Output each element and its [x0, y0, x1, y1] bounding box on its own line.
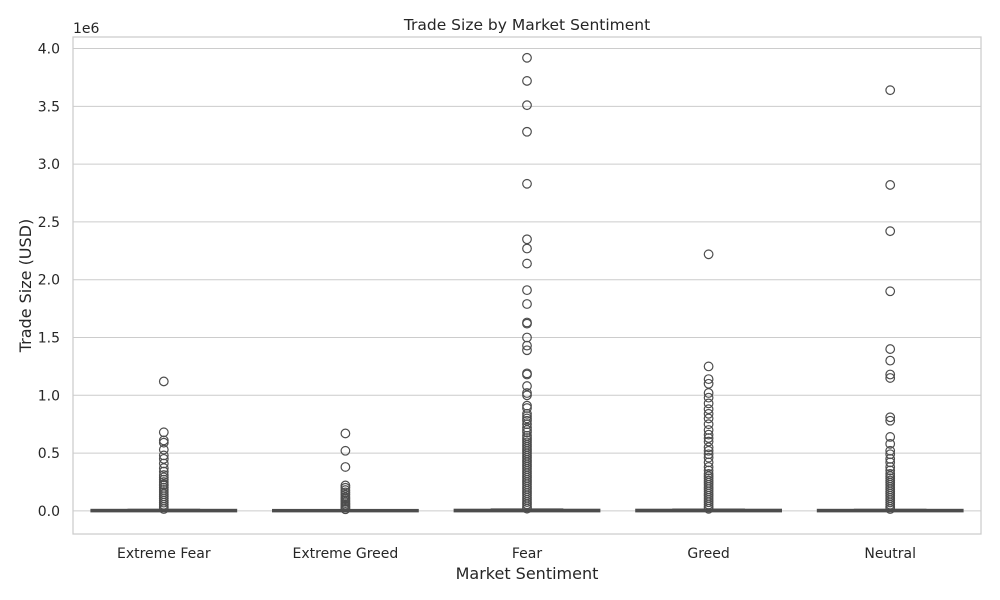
box-greed: [635, 249, 782, 514]
y-tick-label: 3.5: [38, 99, 60, 115]
box-series: [90, 52, 964, 515]
outlier-point: [703, 408, 714, 419]
outlier-point: [522, 285, 532, 296]
x-tick-label: Extreme Fear: [117, 546, 211, 562]
outlier-point: [522, 52, 532, 63]
outlier-point: [885, 373, 896, 383]
y-tick-label: 0.0: [38, 504, 60, 520]
outlier-point: [522, 126, 532, 137]
outlier-point: [522, 381, 532, 391]
outlier-point: [885, 415, 896, 426]
outlier-point: [885, 85, 896, 96]
outlier-point: [522, 258, 532, 269]
outlier-point: [703, 436, 714, 447]
outlier-point: [885, 438, 896, 449]
outlier-point: [158, 480, 169, 491]
outlier-point: [703, 462, 714, 472]
outlier-point: [703, 442, 714, 453]
y-tick-label: 1.5: [38, 331, 60, 347]
outlier-point: [703, 388, 714, 398]
outlier-point: [885, 412, 896, 423]
outlier-point: [158, 444, 169, 455]
outlier-point: [885, 344, 896, 354]
outlier-point: [522, 100, 532, 111]
outlier-point: [340, 489, 351, 500]
outlier-point: [158, 376, 169, 387]
outlier-point: [703, 361, 714, 372]
y-axis-ticks: 0.0 0.5 1.0 1.5 2.0 2.5 3.0 3.5 4.0: [38, 42, 60, 520]
y-axis-label: Trade Size (USD): [16, 219, 35, 354]
outlier-point: [703, 468, 714, 479]
y-axis-offset-label: 1e6: [73, 21, 100, 37]
box-extreme-fear: [90, 376, 238, 514]
box-neutral: [816, 85, 964, 514]
box-extreme-greed: [272, 428, 419, 515]
outlier-point: [885, 468, 896, 479]
y-tick-label: 1.0: [38, 388, 60, 404]
outlier-point: [885, 226, 896, 237]
outlier-point: [522, 178, 532, 189]
x-tick-label: Greed: [687, 546, 729, 562]
outlier-point: [522, 390, 532, 401]
x-tick-label: Fear: [512, 546, 542, 562]
outlier-point: [703, 433, 714, 443]
y-tick-label: 2.5: [38, 215, 60, 231]
outlier-point: [703, 413, 714, 424]
outlier-point: [522, 340, 532, 351]
outlier-point: [340, 428, 351, 439]
x-axis-ticks: Extreme Fear Extreme Greed Fear Greed Neutra…: [117, 546, 916, 562]
outlier-point: [703, 465, 714, 476]
outlier-point: [885, 355, 896, 366]
outlier-point: [522, 345, 532, 356]
outlier-point: [703, 392, 714, 403]
outlier-point: [522, 234, 532, 245]
outlier-point: [703, 249, 714, 260]
outlier-point: [703, 378, 714, 389]
outlier-point: [885, 286, 896, 297]
outlier-point: [522, 243, 532, 254]
outlier-point: [703, 452, 714, 463]
outlier-point: [885, 462, 896, 472]
outlier-point: [885, 432, 896, 442]
outlier-point: [158, 427, 169, 438]
outlier-point: [703, 429, 714, 440]
outlier-point: [522, 415, 532, 426]
plot-area-frame: [72, 36, 982, 535]
x-axis-label: Market Sentiment: [456, 564, 599, 583]
outlier-point: [885, 180, 896, 190]
outlier-point: [703, 398, 714, 409]
outlier-point: [522, 318, 532, 329]
outlier-point: [522, 427, 532, 438]
outlier-point: [158, 437, 169, 448]
y-tick-label: 2.0: [38, 273, 60, 289]
y-tick-label: 3.0: [38, 157, 60, 173]
outlier-point: [340, 445, 351, 456]
outlier-point: [703, 419, 714, 430]
outlier-point: [522, 299, 532, 309]
x-tick-label: Neutral: [864, 546, 916, 562]
outlier-point: [522, 76, 532, 86]
outlier-point: [703, 374, 714, 385]
outlier-point: [340, 462, 351, 472]
chart-title: Trade Size by Market Sentiment: [403, 16, 650, 34]
y-gridlines: [73, 48, 981, 512]
outlier-point: [158, 463, 169, 474]
outlier-point: [703, 404, 714, 415]
outlier-point: [885, 465, 896, 476]
x-tick-label: Extreme Greed: [293, 546, 399, 562]
outlier-point: [703, 445, 714, 456]
y-tick-label: 0.5: [38, 446, 60, 462]
outlier-point: [885, 369, 896, 380]
y-tick-label: 4.0: [38, 42, 60, 58]
outlier-point: [158, 453, 169, 464]
outlier-point: [522, 369, 532, 380]
box-fear: [453, 52, 601, 514]
